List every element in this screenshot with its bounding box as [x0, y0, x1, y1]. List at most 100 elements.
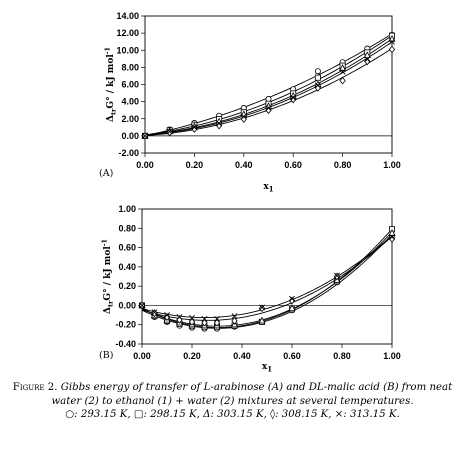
panel-a-point-diamond [265, 106, 272, 115]
panel-a-ytick-label: 4.00 [121, 97, 139, 107]
panel-b-xtick-label: 0.40 [233, 351, 251, 361]
panel-b-point-diamond [201, 318, 208, 327]
panel-a-frame [144, 15, 393, 154]
panel-a-xlabel-sub: 1 [269, 185, 274, 194]
panel-b-point-cross [151, 309, 158, 316]
panel-a-xtick-label: 0.80 [334, 160, 352, 170]
panel-b-xtick-label: 1.00 [383, 351, 401, 361]
panel-b-trend-line-diamond [141, 236, 393, 321]
panel-a-xtick-label: 0.60 [284, 160, 302, 170]
panel-a-point-diamond [215, 121, 223, 130]
panel-b-trend-line-cross [141, 235, 393, 319]
panel-b-xlabel: x1 [262, 362, 272, 374]
panel-a-point-cross [339, 68, 346, 75]
panel-a-point-cross [240, 113, 247, 120]
caption-label: Figure 2. [12, 382, 58, 393]
panel-a-point-cross [142, 132, 148, 139]
panel-b-point-diamond [163, 313, 171, 321]
panel-a-point-diamond [191, 125, 198, 133]
panel-b-point-diamond [188, 317, 196, 326]
panel-a-point-cross [191, 124, 198, 131]
panel-a-trend-line-diamond [144, 48, 393, 136]
panel-b-point-cross [164, 312, 170, 318]
panel-b-point-cross [139, 302, 145, 309]
panel-a-ytick-label: 0.00 [121, 131, 139, 141]
panel-a-trend-line-triangle [144, 38, 393, 136]
panel-b-point-diamond [288, 296, 296, 305]
panel-a-point-cross [389, 38, 395, 45]
panel-b-trend-line-triangle [141, 231, 393, 327]
panel-a-ylabel-rest: G° / kJ mol [106, 54, 116, 109]
panel-a-point-cross [314, 82, 321, 89]
figure-caption: Figure 2. Gibbs energy of transfer of L-… [6, 381, 459, 422]
panel-b-ytick-label: 0.60 [118, 243, 136, 253]
panel-b-trend-line-square [141, 228, 393, 328]
panel-a-letter: (A) [99, 168, 113, 179]
panel-b-xtick-label: 0.00 [133, 351, 151, 361]
panel-b-point-cross [189, 315, 195, 321]
panel-a-xtick-label: 0.40 [235, 160, 253, 170]
panel-a-ytick-label: 12.00 [116, 28, 139, 38]
panel-a-point-diamond [364, 57, 371, 66]
panel-a-point-cross [216, 120, 223, 127]
panel-b-ytick-label: -0.20 [115, 320, 136, 330]
panel-a-ytick-label: 14.00 [116, 11, 139, 21]
panel-a-ytick-label: 6.00 [121, 80, 139, 90]
panel-b-xtick-label: 0.60 [283, 351, 301, 361]
panel-b-point-diamond [231, 317, 238, 325]
panel-a-point-cross [364, 56, 371, 63]
panel-b-ytick-label: 0.40 [118, 262, 136, 272]
panel-b-ylabel-rest: G° / kJ mol [103, 246, 113, 301]
panel-a-point-diamond [290, 95, 297, 104]
panel-b-ytick-label: 0.00 [118, 300, 136, 310]
panel-a-xlabel: x1 [263, 182, 273, 194]
panel-b-point-cross [214, 316, 220, 322]
panel-a-point-triangle [339, 64, 347, 71]
panel-b-ytick-label: -0.40 [115, 339, 136, 349]
panel-a-ytick-label: -2.00 [118, 148, 139, 158]
panel-b-point-diamond [388, 235, 396, 243]
panel-b-point-cross [389, 234, 395, 240]
panel-a-ylabel: ΔtrG° / kJ mol-1 [104, 47, 118, 122]
panel-b-point-cross [231, 313, 238, 319]
panel-a-point-diamond [339, 76, 346, 85]
panel-b-xlabel-main: x [262, 362, 268, 372]
panel-a-ylabel-sub: tr [110, 108, 118, 115]
panel-a-ylabel-main: Δ [106, 115, 116, 122]
panel-a-point-cross [290, 94, 297, 101]
panel-a-trend-line-square [144, 35, 393, 136]
panel-a-chart: -2.000.002.004.006.008.0010.0012.0014.00… [99, 11, 401, 194]
panel-b-ytick-label: 0.80 [118, 223, 136, 233]
panel-b-point-cross [176, 314, 183, 320]
panel-b-xtick-label: 0.20 [183, 351, 201, 361]
panel-a-ytick-label: 8.00 [121, 62, 139, 72]
panel-b-xtick-label: 0.80 [333, 351, 351, 361]
panel-b-point-diamond [213, 318, 221, 327]
panel-b-point-cross [259, 304, 265, 311]
panel-b-xlabel-sub: 1 [267, 365, 272, 374]
panel-b-ylabel-sub: tr [107, 300, 115, 307]
panel-b-point-cross [289, 295, 295, 302]
panel-a-ytick-label: 2.00 [121, 114, 139, 124]
panel-a-ylabel-exp: -1 [104, 47, 112, 54]
panel-a-point-diamond [388, 45, 396, 54]
panel-b-chart: -0.40 -0.20 0.00 0.20 0.40 0.60 0.80 1.00 0.00 0.… [99, 204, 401, 374]
panel-b-ylabel-main: Δ [103, 307, 113, 314]
panel-b-point-triangle [258, 316, 266, 324]
panel-b-frame [141, 208, 393, 345]
panel-a-ytick-label: 10.00 [116, 45, 139, 55]
panel-a-point-cross [265, 105, 272, 111]
panel-b-ytick-label: 0.20 [118, 281, 136, 291]
panel-b-ytick-label: 1.00 [118, 204, 136, 214]
panel-b-point-diamond [151, 309, 158, 317]
panel-b-point-cross [334, 272, 340, 279]
panel-a-xtick-label: 0.00 [136, 160, 154, 170]
panel-b-trend-line-circle [141, 234, 393, 329]
panel-b-point-diamond [333, 272, 341, 281]
panel-b-point-cross [201, 316, 208, 322]
panel-b-ylabel: ΔtrG° / kJ mol-1 [101, 239, 115, 314]
panel-b-point-diamond [258, 304, 266, 313]
panel-b-ylabel-exp: -1 [101, 239, 109, 246]
caption-legend-line: ○: 293.15 K, □: 298.15 K, Δ: 303.15 K, ◊… [65, 409, 400, 420]
